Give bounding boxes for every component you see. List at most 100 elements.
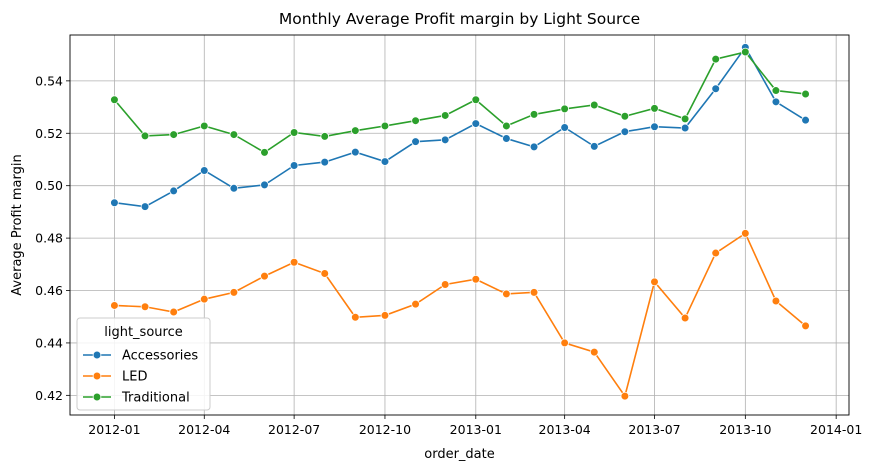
data-point-accessories — [680, 123, 690, 133]
data-point-led — [140, 302, 150, 312]
plot-frame — [69, 34, 850, 416]
data-point-led — [110, 301, 119, 310]
data-point-traditional — [471, 95, 481, 105]
data-point-led — [380, 311, 390, 320]
series-line-traditional — [113, 51, 806, 154]
legend-label-accessories: Accessories — [122, 349, 198, 364]
y-tick-label: 0.48 — [35, 231, 63, 246]
data-point-traditional — [380, 121, 390, 131]
x-tick-label: 2013-04 — [539, 422, 591, 437]
data-point-led — [589, 347, 599, 357]
data-point-accessories — [229, 184, 239, 193]
x-tick-label: 2013-07 — [628, 422, 680, 437]
x-tick-label: 2012-07 — [268, 422, 320, 437]
data-point-traditional — [140, 131, 150, 141]
data-point-accessories — [620, 127, 630, 137]
series-lines — [110, 43, 810, 401]
y-tick-label: 0.52 — [35, 126, 63, 141]
data-point-accessories — [502, 134, 511, 143]
data-point-accessories — [440, 135, 450, 145]
data-point-led — [741, 229, 750, 238]
legend-marker-traditional — [92, 392, 102, 402]
data-point-traditional — [711, 54, 721, 64]
x-axis: 2012-01 2012-04 2012-07 2012-10 2013-01 2013-… — [88, 415, 862, 437]
data-point-accessories — [560, 123, 569, 132]
data-point-led — [411, 299, 420, 309]
data-point-traditional — [620, 111, 630, 121]
data-point-accessories — [110, 198, 119, 208]
data-point-led — [229, 288, 239, 297]
data-point-traditional — [502, 121, 511, 131]
data-point-accessories — [801, 115, 810, 125]
data-point-accessories — [380, 157, 390, 166]
data-point-led — [502, 289, 511, 299]
data-point-accessories — [260, 180, 269, 190]
data-point-led — [199, 294, 209, 304]
data-point-traditional — [411, 116, 420, 125]
data-point-traditional — [351, 126, 360, 135]
data-point-led — [711, 248, 721, 258]
series-line-led — [114, 232, 807, 399]
x-tick-label: 2013-10 — [719, 422, 771, 437]
x-tick-label: 2012-04 — [178, 422, 230, 437]
data-point-traditional — [680, 114, 690, 124]
data-point-led — [680, 313, 690, 323]
data-point-accessories — [169, 186, 178, 196]
y-tick-label: 0.44 — [35, 335, 63, 350]
data-point-traditional — [650, 104, 659, 113]
data-point-accessories — [320, 157, 330, 167]
data-point-led — [320, 269, 330, 278]
y-tick-label: 0.54 — [35, 73, 63, 88]
legend-box — [76, 317, 211, 411]
data-point-traditional — [741, 47, 750, 57]
data-point-led — [529, 288, 539, 297]
data-point-accessories — [529, 142, 539, 152]
data-point-accessories — [711, 84, 721, 94]
data-point-accessories — [471, 119, 481, 128]
legend-title: light_source — [104, 325, 182, 340]
data-point-led — [650, 277, 659, 287]
data-point-traditional — [110, 95, 119, 105]
data-point-traditional — [260, 148, 269, 157]
data-point-led — [471, 274, 481, 284]
data-point-accessories — [351, 147, 360, 157]
series-line-accessories — [114, 45, 806, 208]
data-point-traditional — [199, 121, 209, 131]
data-point-accessories — [589, 142, 599, 151]
data-point-traditional — [320, 132, 330, 141]
data-point-accessories — [771, 97, 781, 107]
data-point-accessories — [199, 166, 209, 175]
y-tick-label: 0.50 — [35, 178, 63, 193]
data-point-led — [169, 307, 178, 317]
y-axis: 0.42 0.44 0.46 0.48 0.50 0.52 0.54 — [35, 73, 70, 403]
y-tick-label: 0.46 — [35, 283, 63, 298]
data-point-led — [620, 391, 630, 401]
x-tick-label: 2014-01 — [810, 422, 862, 437]
y-axis-label: Average Profit margin — [10, 154, 25, 295]
data-point-led — [440, 280, 450, 289]
x-tick-label: 2012-01 — [88, 422, 140, 437]
data-point-traditional — [229, 130, 239, 139]
data-point-led — [801, 321, 810, 331]
legend: light_source Accessories LED Traditional — [76, 317, 211, 411]
data-point-traditional — [560, 104, 569, 114]
chart-title: Monthly Average Profit margin by Light S… — [279, 10, 640, 28]
data-point-led — [771, 296, 781, 306]
data-point-led — [351, 312, 360, 322]
data-point-traditional — [440, 111, 450, 120]
legend-label-led: LED — [122, 370, 147, 385]
x-axis-label: order_date — [424, 447, 494, 462]
legend-marker-accessories — [92, 350, 102, 360]
data-point-accessories — [650, 122, 659, 132]
legend-label-traditional: Traditional — [121, 391, 190, 406]
data-point-traditional — [771, 86, 781, 95]
data-point-led — [289, 257, 299, 267]
data-point-traditional — [529, 110, 539, 119]
data-point-accessories — [140, 202, 150, 211]
data-point-traditional — [289, 128, 299, 137]
data-point-led — [560, 338, 569, 348]
data-point-traditional — [589, 100, 599, 110]
x-tick-label: 2012-10 — [359, 422, 411, 437]
data-point-traditional — [801, 89, 810, 99]
